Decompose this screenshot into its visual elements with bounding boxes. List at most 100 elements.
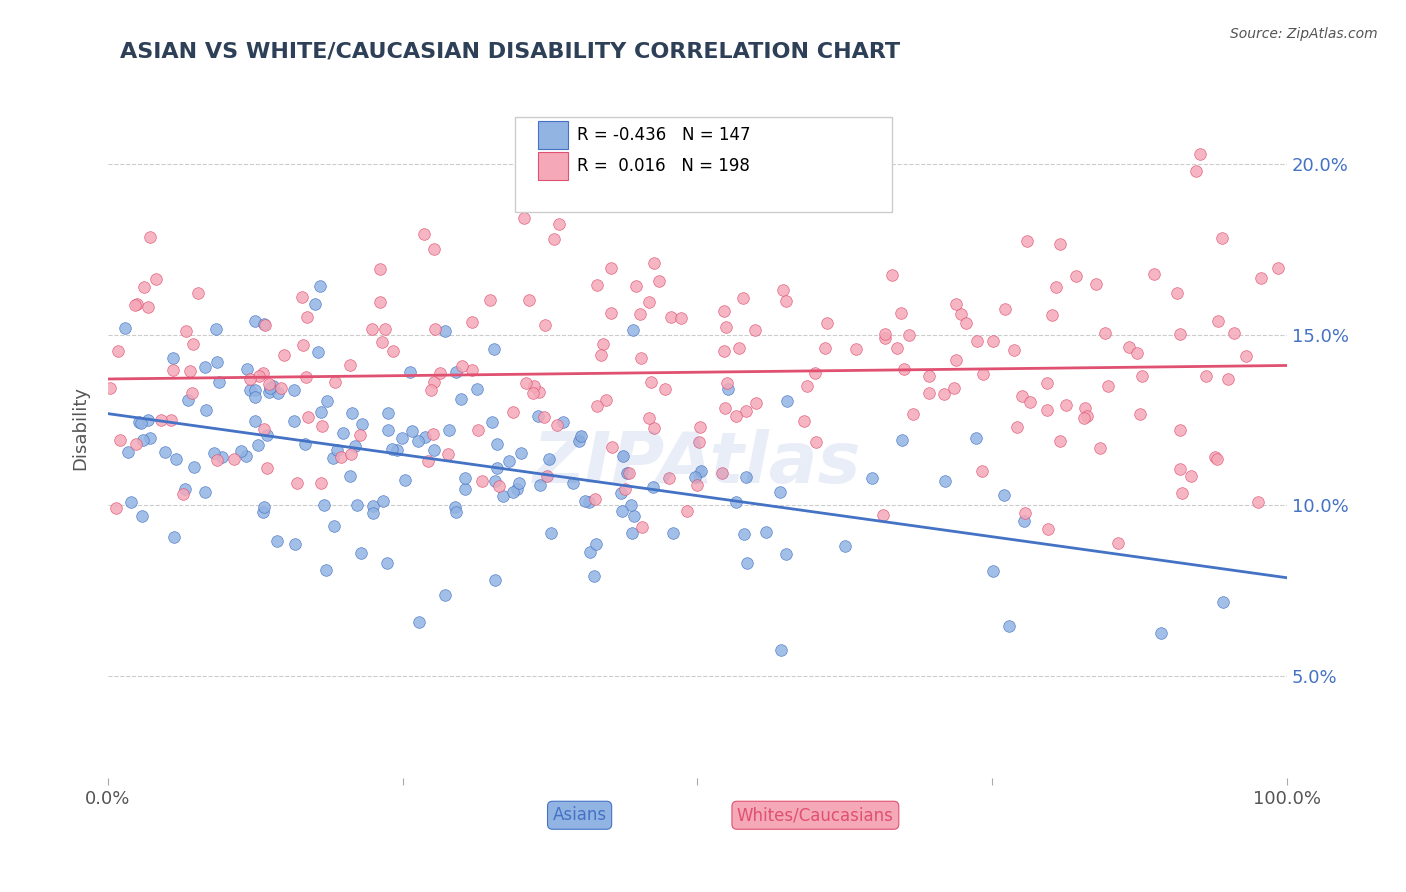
Point — [1049, 236, 1071, 251]
Point — [253, 500, 276, 514]
Point — [117, 444, 139, 458]
Point — [1223, 326, 1246, 341]
Point — [273, 348, 295, 362]
Point — [461, 363, 484, 377]
Point — [872, 508, 894, 522]
Point — [631, 519, 654, 533]
Point — [1143, 267, 1166, 281]
Point — [873, 331, 896, 345]
Point — [120, 495, 142, 509]
Point — [131, 509, 153, 524]
Point — [918, 386, 941, 401]
Point — [659, 310, 682, 325]
Bar — [538, 152, 568, 180]
Point — [340, 447, 363, 461]
Point — [444, 500, 467, 514]
Point — [481, 415, 503, 429]
Point — [162, 351, 184, 366]
Point — [648, 274, 671, 288]
Point — [153, 445, 176, 459]
Point — [1045, 279, 1067, 293]
Point — [1218, 372, 1240, 386]
Point — [1126, 346, 1149, 360]
Point — [683, 469, 706, 483]
Point — [172, 487, 194, 501]
Point — [658, 470, 681, 484]
Text: Whites/Caucasians: Whites/Caucasians — [737, 806, 894, 824]
Text: Source: ZipAtlas.com: Source: ZipAtlas.com — [1230, 27, 1378, 41]
Point — [1076, 409, 1098, 423]
Point — [194, 403, 217, 417]
Point — [1129, 407, 1152, 421]
Point — [669, 311, 692, 326]
Point — [132, 280, 155, 294]
Point — [205, 453, 228, 467]
Point — [467, 423, 489, 437]
Point — [745, 396, 768, 410]
Point — [236, 361, 259, 376]
Point — [613, 483, 636, 497]
Point — [139, 431, 162, 445]
Text: ZIPAtlas: ZIPAtlas — [533, 429, 862, 498]
Point — [890, 306, 912, 320]
Point — [423, 375, 446, 389]
Point — [918, 369, 941, 384]
Point — [420, 384, 443, 398]
Point — [326, 442, 349, 457]
Point — [471, 475, 494, 489]
Point — [1170, 485, 1192, 500]
Point — [247, 438, 270, 452]
Point — [934, 387, 956, 401]
Point — [391, 431, 413, 445]
Point — [538, 451, 561, 466]
Point — [381, 442, 404, 457]
Point — [949, 307, 972, 321]
Point — [297, 310, 319, 325]
Point — [1073, 411, 1095, 425]
Point — [713, 304, 735, 318]
Point — [945, 352, 967, 367]
Point — [510, 446, 533, 460]
Point — [231, 444, 253, 458]
Point — [690, 464, 713, 478]
Point — [132, 434, 155, 448]
Point — [350, 546, 373, 560]
Point — [436, 447, 458, 461]
Point — [1088, 441, 1111, 455]
Point — [643, 480, 665, 494]
Point — [283, 383, 305, 397]
Point — [346, 499, 368, 513]
Point — [515, 376, 537, 391]
Point — [423, 242, 446, 256]
Point — [522, 385, 544, 400]
Point — [1189, 147, 1212, 161]
Point — [484, 573, 506, 587]
Point — [1017, 235, 1039, 249]
Point — [955, 317, 977, 331]
Point — [893, 362, 915, 376]
Point — [253, 422, 276, 436]
Point — [465, 382, 488, 396]
Point — [813, 341, 835, 355]
Point — [259, 377, 281, 392]
Point — [309, 475, 332, 490]
Point — [207, 355, 229, 369]
Point — [711, 467, 734, 481]
Point — [621, 526, 644, 541]
Point — [997, 619, 1019, 633]
Point — [329, 450, 352, 464]
Point — [796, 379, 818, 393]
Point — [1012, 515, 1035, 529]
Text: ASIAN VS WHITE/CAUCASIAN DISABILITY CORRELATION CHART: ASIAN VS WHITE/CAUCASIAN DISABILITY CORR… — [120, 42, 900, 62]
Point — [162, 363, 184, 377]
Point — [502, 405, 524, 419]
Point — [1206, 452, 1229, 467]
Point — [1084, 277, 1107, 292]
Point — [235, 449, 257, 463]
Point — [413, 227, 436, 241]
Point — [408, 615, 430, 629]
Point — [349, 428, 371, 442]
Text: R = -0.436   N = 147: R = -0.436 N = 147 — [578, 126, 751, 144]
Point — [735, 556, 758, 570]
Point — [285, 475, 308, 490]
